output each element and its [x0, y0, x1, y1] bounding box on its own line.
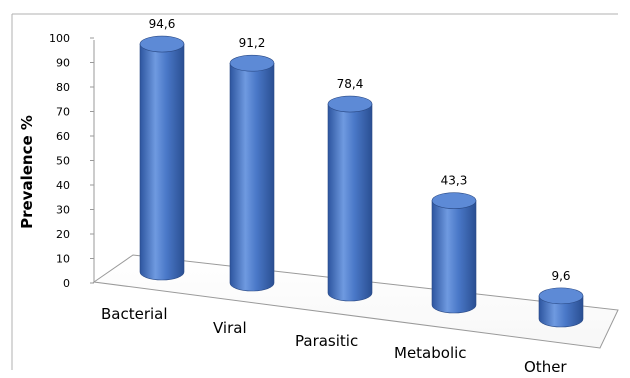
bar-body — [431, 200, 477, 314]
value-label: 78,4 — [337, 77, 364, 91]
value-label: 9,6 — [551, 269, 570, 283]
value-label: 91,2 — [239, 36, 266, 50]
chart-bars: 94,6 91,2 78,4 43,3 9,6 — [139, 17, 584, 328]
y-tick-label: 60 — [56, 130, 70, 143]
bar-bacterial: 94,6 — [139, 17, 185, 281]
bar-top — [431, 192, 477, 209]
bar-body — [139, 43, 185, 281]
category-labels: Bacterial Viral Parasitic Metabolic Other — [101, 305, 567, 376]
bar-metabolic: 43,3 — [431, 174, 477, 314]
bar-parasitic: 78,4 — [327, 77, 373, 302]
bar-top — [229, 54, 275, 72]
y-tick-label: 50 — [56, 155, 70, 168]
y-axis-title: Prevalence % — [18, 115, 36, 229]
y-tick-label: 20 — [56, 228, 70, 241]
bar-body — [229, 62, 275, 292]
y-tick-label: 70 — [56, 106, 70, 119]
category-label: Metabolic — [394, 344, 467, 362]
y-tick-label: 10 — [56, 253, 70, 266]
y-tick-label: 0 — [63, 277, 70, 290]
category-label: Bacterial — [101, 305, 168, 323]
y-axis-ticks: 0 10 20 30 40 50 60 70 80 90 100 — [49, 32, 94, 290]
category-label: Viral — [213, 319, 247, 337]
bar-other: 9,6 — [538, 269, 584, 328]
y-tick-label: 40 — [56, 179, 70, 192]
chart-floor — [92, 254, 619, 349]
bar-body — [538, 295, 584, 328]
bar-top — [327, 95, 373, 113]
bar-body — [327, 103, 373, 302]
y-tick-label: 80 — [56, 81, 70, 94]
y-tick-label: 90 — [56, 57, 70, 70]
bar-top — [139, 35, 185, 53]
bar-viral: 91,2 — [229, 36, 275, 292]
category-label: Parasitic — [295, 332, 358, 350]
bar-top — [538, 287, 584, 305]
category-label: Other — [524, 358, 567, 374]
y-tick-label: 30 — [56, 204, 70, 217]
value-label: 43,3 — [441, 174, 468, 188]
y-tick-label: 100 — [49, 32, 70, 45]
value-label: 94,6 — [149, 17, 176, 31]
